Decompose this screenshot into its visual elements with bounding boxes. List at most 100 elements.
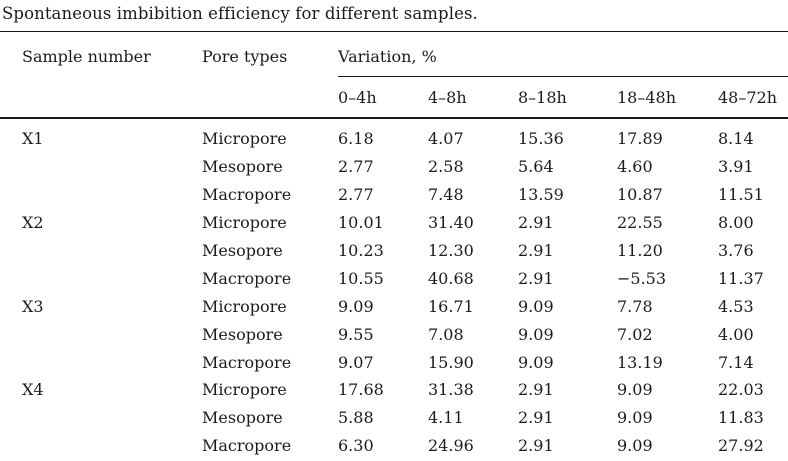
variation-value-cell: 7.14 xyxy=(718,352,754,372)
variation-value-cell: 5.88 xyxy=(338,408,374,428)
variation-value-cell: 9.09 xyxy=(617,436,653,456)
sample-number-cell xyxy=(0,404,202,432)
variation-value-cell: 10.01 xyxy=(338,213,384,233)
pore-type-cell: Macropore xyxy=(202,436,292,456)
variation-value-cell: 7.02 xyxy=(617,324,653,344)
variation-value-cell: 4.07 xyxy=(428,129,464,149)
variation-value-cell: 2.91 xyxy=(518,408,554,428)
variation-value-cell: 6.30 xyxy=(338,436,374,456)
variation-value-cell: 24.96 xyxy=(428,436,474,456)
variation-value-cell: 16.71 xyxy=(428,296,474,316)
variation-value-cell: 11.83 xyxy=(718,408,764,428)
variation-value-cell: 2.58 xyxy=(428,157,464,177)
variation-value-cell: 5.64 xyxy=(518,157,554,177)
variation-value-cell: 7.48 xyxy=(428,185,464,205)
variation-value-cell: 2.91 xyxy=(518,268,554,288)
variation-value-cell: 9.55 xyxy=(338,324,374,344)
variation-value-cell: 12.30 xyxy=(428,241,474,260)
variation-value-cell: 22.55 xyxy=(617,213,663,233)
pore-type-cell: Macropore xyxy=(202,352,292,372)
pore-type-cell: Macropore xyxy=(202,185,292,205)
variation-value-cell: 8.00 xyxy=(718,213,754,233)
variation-value-cell: 9.07 xyxy=(338,352,374,372)
sample-number-cell xyxy=(0,181,202,209)
variation-value-cell: 15.90 xyxy=(428,352,474,372)
pore-type-cell: Mesopore xyxy=(202,324,283,344)
header-row-main: Sample number Pore types Variation, % xyxy=(0,31,788,77)
variation-value-cell: 6.18 xyxy=(338,129,374,149)
sample-number-cell: X4 xyxy=(22,380,44,400)
variation-value-cell: 11.20 xyxy=(617,241,663,260)
variation-value-cell: 10.55 xyxy=(338,268,384,288)
col-header-variation-group: Variation, % xyxy=(338,31,788,77)
variation-value-cell: 13.19 xyxy=(617,352,663,372)
table-row: X1 Micropore 6.18 4.07 15.36 17.89 8.14 xyxy=(0,118,788,153)
variation-value-cell: 2.77 xyxy=(338,157,374,177)
variation-value-cell: 31.38 xyxy=(428,380,474,400)
variation-value-cell: 9.09 xyxy=(617,380,653,400)
variation-value-cell: 4.53 xyxy=(718,296,754,316)
variation-value-cell: 7.08 xyxy=(428,324,464,344)
variation-value-cell: 2.77 xyxy=(338,185,374,205)
sample-number-cell: X3 xyxy=(22,296,44,316)
col-header-time-4-8h: 4–8h xyxy=(428,76,518,119)
variation-value-cell: 13.59 xyxy=(518,185,564,205)
col-header-sample-number: Sample number xyxy=(22,46,151,66)
empty-header-cell xyxy=(202,76,338,119)
sample-number-cell xyxy=(0,432,202,461)
variation-value-cell: 9.09 xyxy=(518,352,554,372)
variation-value-cell: 9.09 xyxy=(518,324,554,344)
variation-value-cell: 17.68 xyxy=(338,380,384,400)
table-row: Mesopore 10.23 12.30 2.91 11.20 3.76 xyxy=(0,237,788,265)
table-caption: Spontaneous imbibition efficiency for di… xyxy=(2,4,478,23)
variation-value-cell: −5.53 xyxy=(617,268,667,288)
table-body: X1 Micropore 6.18 4.07 15.36 17.89 8.14 Mesopor… xyxy=(0,118,788,461)
sample-number-cell: X2 xyxy=(22,213,44,233)
variation-value-cell: 2.91 xyxy=(518,436,554,456)
sample-number-cell xyxy=(0,264,202,292)
sample-number-cell xyxy=(0,320,202,348)
variation-value-cell: 3.91 xyxy=(718,157,754,177)
table-row: X3 Micropore 9.09 16.71 9.09 7.78 4.53 xyxy=(0,292,788,320)
variation-value-cell: 10.87 xyxy=(617,185,663,205)
variation-value-cell: 11.37 xyxy=(718,268,764,288)
table-row: Mesopore 9.55 7.08 9.09 7.02 4.00 xyxy=(0,320,788,348)
table-row: Mesopore 5.88 4.11 2.91 9.09 11.83 xyxy=(0,404,788,432)
table-row: Macropore 6.30 24.96 2.91 9.09 27.92 xyxy=(0,432,788,461)
table-row: Macropore 2.77 7.48 13.59 10.87 11.51 xyxy=(0,181,788,209)
variation-value-cell: 2.91 xyxy=(518,213,554,233)
variation-value-cell: 15.36 xyxy=(518,129,564,149)
table-row: X4 Micropore 17.68 31.38 2.91 9.09 22.03 xyxy=(0,376,788,404)
table-header: Sample number Pore types Variation, % 0–… xyxy=(0,31,788,119)
pore-type-cell: Mesopore xyxy=(202,157,283,177)
sample-number-cell: X1 xyxy=(22,129,44,149)
variation-value-cell: 9.09 xyxy=(518,296,554,316)
pore-type-cell: Micropore xyxy=(202,380,287,400)
pore-type-cell: Mesopore xyxy=(202,408,283,428)
variation-value-cell: 11.51 xyxy=(718,185,764,205)
table-row: Macropore 9.07 15.90 9.09 13.19 7.14 xyxy=(0,348,788,376)
empty-header-cell xyxy=(0,76,202,119)
col-header-time-48-72h: 48–72h xyxy=(718,76,788,119)
variation-value-cell: 10.23 xyxy=(338,241,384,260)
col-header-time-18-48h: 18–48h xyxy=(617,76,718,119)
col-header-pore-types: Pore types xyxy=(202,46,288,66)
table-row: X2 Micropore 10.01 31.40 2.91 22.55 8.00 xyxy=(0,209,788,237)
variation-value-cell: 17.89 xyxy=(617,129,663,149)
variation-value-cell: 2.91 xyxy=(518,241,554,260)
variation-value-cell: 4.00 xyxy=(718,324,754,344)
table-row: Macropore 10.55 40.68 2.91 −5.53 11.37 xyxy=(0,264,788,292)
col-header-time-0-4h: 0–4h xyxy=(338,76,428,119)
variation-value-cell: 8.14 xyxy=(718,129,754,149)
variation-value-cell: 4.11 xyxy=(428,408,464,428)
pore-type-cell: Macropore xyxy=(202,268,292,288)
header-row-times: 0–4h 4–8h 8–18h 18–48h 48–72h xyxy=(0,76,788,119)
table-row: Mesopore 2.77 2.58 5.64 4.60 3.91 xyxy=(0,153,788,181)
variation-value-cell: 22.03 xyxy=(718,380,764,400)
variation-value-cell: 27.92 xyxy=(718,436,764,456)
variation-value-cell: 2.91 xyxy=(518,380,554,400)
sample-number-cell xyxy=(0,237,202,265)
variation-value-cell: 9.09 xyxy=(338,296,374,316)
imbibition-efficiency-table: Sample number Pore types Variation, % 0–… xyxy=(0,31,788,461)
